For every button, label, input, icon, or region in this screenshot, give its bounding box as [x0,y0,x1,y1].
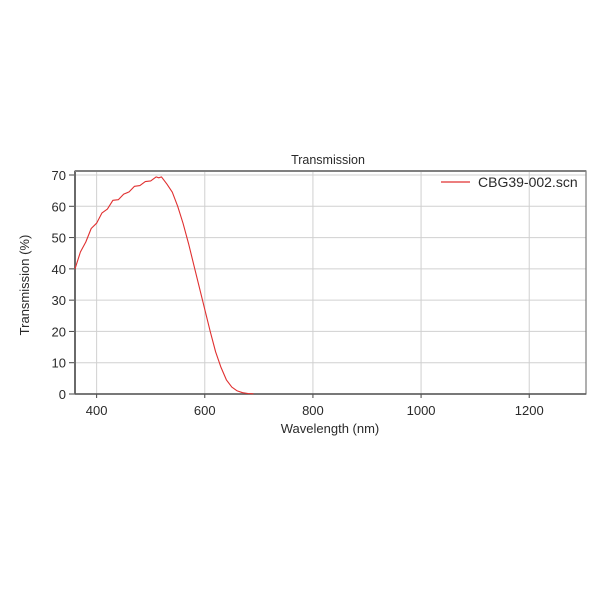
x-axis-label: Wavelength (nm) [281,421,380,436]
axes [69,170,586,398]
y-tick-label: 20 [52,324,66,339]
legend: CBG39-002.scn [441,174,578,190]
x-tick-label: 400 [86,403,108,418]
legend-label: CBG39-002.scn [478,174,578,190]
series-line [74,176,254,395]
grid-lines [75,171,586,394]
y-tick-label: 50 [52,231,66,246]
tick-labels: 400 600 800 1000 1200 0 10 20 30 40 50 60 70 [52,168,544,418]
y-tick-label: 60 [52,199,66,214]
y-tick-label: 40 [52,262,66,277]
x-tick-label: 600 [194,403,216,418]
x-tick-label: 1000 [407,403,436,418]
x-tick-label: 800 [302,403,324,418]
y-tick-label: 30 [52,293,66,308]
plot-frame [74,170,587,395]
y-tick-label: 70 [52,168,66,183]
y-axis-label: Transmission (%) [17,235,32,336]
x-tick-label: 1200 [515,403,544,418]
chart-title: Transmission [291,153,365,167]
y-tick-label: 0 [59,387,66,402]
y-tick-label: 10 [52,356,66,371]
